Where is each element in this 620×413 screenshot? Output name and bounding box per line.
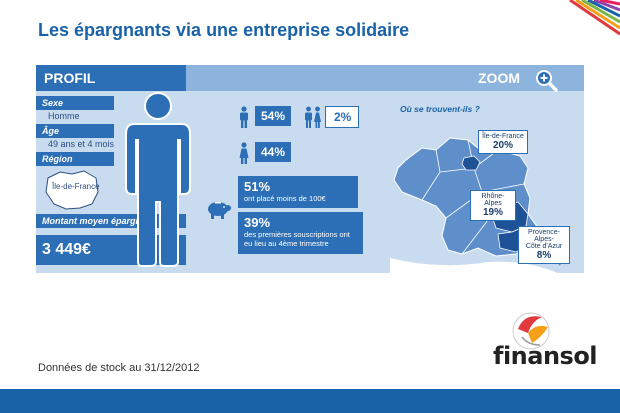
man-icon bbox=[240, 106, 248, 128]
callout-paca-name-2: Côte d'Azur bbox=[525, 243, 563, 250]
age-value: 49 ans et 4 mois bbox=[48, 139, 115, 149]
stat-q4-value: 39% bbox=[244, 215, 271, 230]
stat-under-100-value: 51% bbox=[244, 179, 271, 194]
location-question: Où se trouvent-ils ? bbox=[400, 104, 480, 114]
stat-q4-text-1: des premières souscriptions ont bbox=[244, 230, 350, 239]
france-map bbox=[390, 137, 574, 278]
decorative-stripes bbox=[569, 0, 620, 36]
person-silhouette-icon bbox=[125, 92, 191, 267]
callout-paca-name-1: Provence-Alpes- bbox=[528, 229, 560, 243]
stat-q4-text-2: eu lieu au 4ème trimestre bbox=[244, 239, 329, 248]
age-label: Âge bbox=[36, 124, 114, 138]
couple-icon bbox=[305, 106, 321, 128]
stat-under-100-text: ont placé moins de 100€ bbox=[244, 194, 326, 203]
finansol-logo-icon bbox=[512, 312, 550, 350]
callout-rhone-alpes: Rhône-Alpes 19% bbox=[470, 190, 516, 221]
piggy-bank-icon bbox=[208, 202, 231, 219]
woman-icon bbox=[239, 142, 249, 164]
sexe-value: Homme bbox=[48, 111, 80, 121]
women-percent: 44% bbox=[255, 142, 291, 162]
stat-q4: 39% des premières souscriptions ont eu l… bbox=[238, 212, 363, 254]
sexe-label: Sexe bbox=[36, 96, 114, 110]
callout-ra-name: Rhône-Alpes bbox=[481, 193, 505, 207]
callout-idf: Île-de-France 20% bbox=[478, 130, 528, 154]
callout-idf-name: Île-de-France bbox=[482, 133, 524, 140]
footnote: Données de stock au 31/12/2012 bbox=[38, 362, 200, 374]
page-title: Les épargnants via une entreprise solida… bbox=[38, 20, 410, 40]
zoom-icon bbox=[536, 70, 558, 92]
footer-bar bbox=[0, 389, 620, 413]
zoom-label: ZOOM bbox=[478, 70, 520, 86]
couple-percent: 2% bbox=[325, 106, 359, 128]
callout-paca-pct: 8% bbox=[536, 250, 552, 261]
stat-under-100: 51% ont placé moins de 100€ bbox=[238, 176, 358, 208]
callout-paca: Provence-Alpes- Côte d'Azur 8% bbox=[518, 226, 570, 264]
profil-header: PROFIL bbox=[36, 65, 186, 91]
idf-map-icon bbox=[45, 170, 99, 210]
finansol-logo-text: finansol bbox=[493, 342, 598, 370]
callout-idf-pct: 20% bbox=[492, 140, 513, 151]
men-percent: 54% bbox=[255, 106, 291, 126]
region-label: Région bbox=[36, 152, 114, 166]
callout-ra-pct: 19% bbox=[482, 207, 503, 218]
region-value: Île-de-France bbox=[52, 182, 100, 191]
